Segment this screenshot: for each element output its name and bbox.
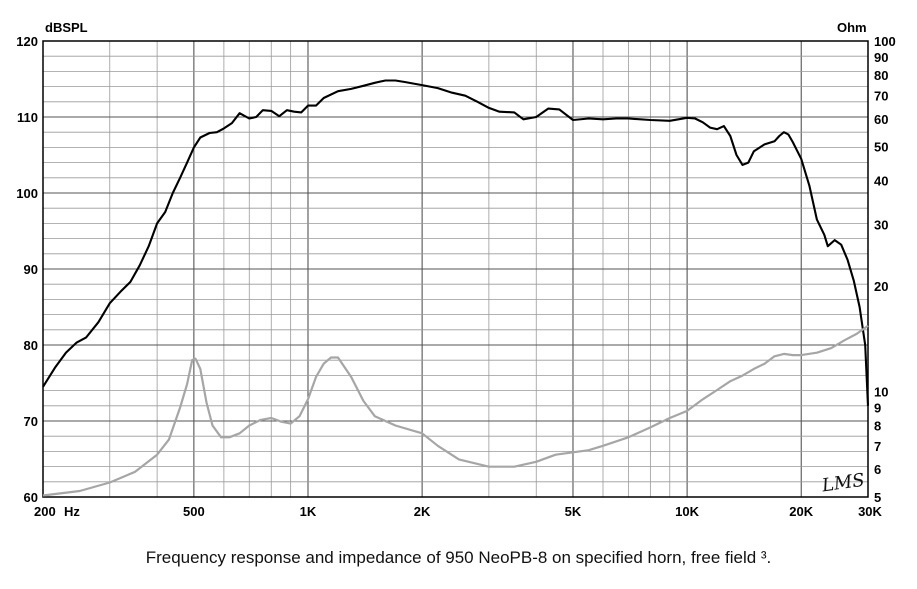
y-left-tick-label: 60 (24, 490, 38, 505)
x-tick-label: 1K (300, 504, 317, 519)
y-left-tick-label: 80 (24, 338, 38, 353)
grid (43, 41, 868, 497)
y-right-tick-label: 90 (874, 50, 888, 65)
x-tick-label: 30K (858, 504, 882, 519)
y-right-tick-label: 10 (874, 384, 888, 399)
y-left-tick-label: 100 (16, 186, 38, 201)
y-right-tick-label: 80 (874, 68, 888, 83)
y-right-tick-label: 5 (874, 490, 881, 505)
y-left-tick-label: 110 (17, 110, 38, 125)
y-right-tick-label: 8 (874, 418, 881, 433)
series-line-impedance (42, 324, 869, 497)
y-left-tick-label: 120 (16, 34, 38, 49)
y-right-tick-label: 70 (874, 88, 888, 103)
y-right-unit-label: Ohm (837, 20, 867, 35)
y-right-tick-label: 100 (874, 34, 896, 49)
y-right-tick-label: 7 (874, 439, 881, 454)
x-unit-label: Hz (64, 504, 80, 519)
x-tick-label: 5K (565, 504, 582, 519)
y-right-tick-label: 30 (874, 217, 888, 232)
series-line-frequency-response (42, 79, 870, 406)
y-right-tick-label: 9 (874, 401, 881, 416)
chart: 200 500 1K 2K 5K 10K 20K 30K6070809010011012056… (16, 20, 895, 519)
x-tick-label: 10K (675, 504, 699, 519)
y-left-unit-label: dBSPL (45, 20, 88, 35)
y-right-tick-label: 50 (874, 140, 888, 155)
y-right-tick-label: 20 (874, 279, 888, 294)
x-tick-label: 200 (34, 504, 56, 519)
y-left-tick-label: 70 (24, 414, 38, 429)
y-left-tick-label: 90 (24, 262, 38, 277)
x-tick-label: 20K (789, 504, 813, 519)
y-right-tick-label: 6 (874, 462, 881, 477)
lms-watermark: LMS (820, 470, 866, 497)
x-tick-label: 500 (183, 504, 205, 519)
y-right-tick-label: 40 (874, 173, 888, 188)
x-tick-label: 2K (414, 504, 431, 519)
figure-caption: Frequency response and impedance of 950 … (145, 548, 772, 567)
plot-frame (42, 40, 869, 498)
series-group (42, 79, 870, 497)
tick-labels: 200 500 1K 2K 5K 10K 20K 30K6070809010011012056… (16, 34, 895, 519)
y-right-tick-label: 60 (874, 112, 888, 127)
